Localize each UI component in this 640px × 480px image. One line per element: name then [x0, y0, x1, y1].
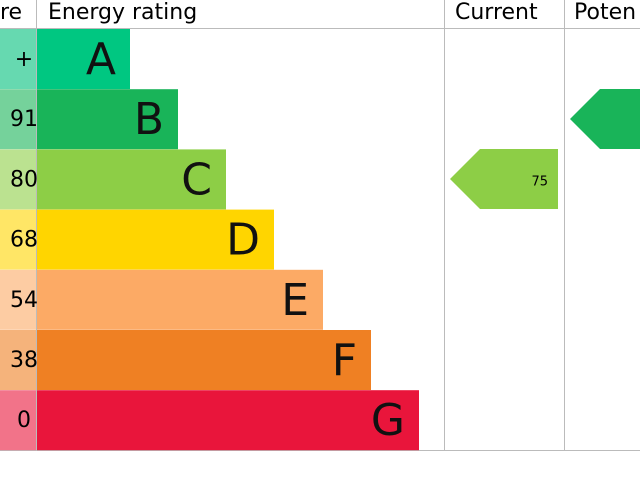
score-range: 0: [17, 408, 31, 433]
band-bar: [37, 29, 130, 89]
current-value: 75: [531, 175, 548, 190]
score-range: 91: [10, 107, 38, 132]
score-range: 54: [10, 288, 38, 313]
score-cell: [0, 330, 36, 390]
score-range: 68: [10, 228, 38, 253]
potential-arrow: [570, 89, 640, 149]
band-bar: [37, 89, 178, 150]
score-cell: [0, 209, 36, 270]
current-arrow: [450, 149, 558, 209]
current-header: Current: [455, 0, 538, 25]
bands: + A 91 B 80 C 68 D 54 E 38 F 0 G: [0, 29, 419, 451]
band-letter: B: [134, 94, 164, 145]
score-header: re: [0, 0, 22, 25]
band-letter: D: [226, 215, 260, 266]
score-cell: [0, 390, 36, 451]
score-cell: [0, 29, 36, 89]
band-letter: C: [181, 154, 212, 205]
score-range: 38: [10, 348, 38, 373]
score-cell: [0, 269, 36, 330]
rating-header: Energy rating: [48, 0, 197, 25]
potential-header: Poten: [574, 0, 636, 25]
score-cell: [0, 149, 36, 210]
band-letter: G: [371, 395, 405, 446]
band-bar: [37, 209, 274, 270]
band-bar: [37, 149, 226, 210]
score-range: +: [15, 47, 33, 72]
score-range: 80: [10, 167, 38, 192]
band-bar: [37, 330, 371, 390]
band-bar: [37, 390, 419, 451]
band-bar: [37, 269, 323, 330]
band-letter: A: [86, 34, 116, 85]
score-cell: [0, 89, 36, 150]
band-letter: E: [281, 275, 309, 326]
band-letter: F: [332, 335, 357, 386]
